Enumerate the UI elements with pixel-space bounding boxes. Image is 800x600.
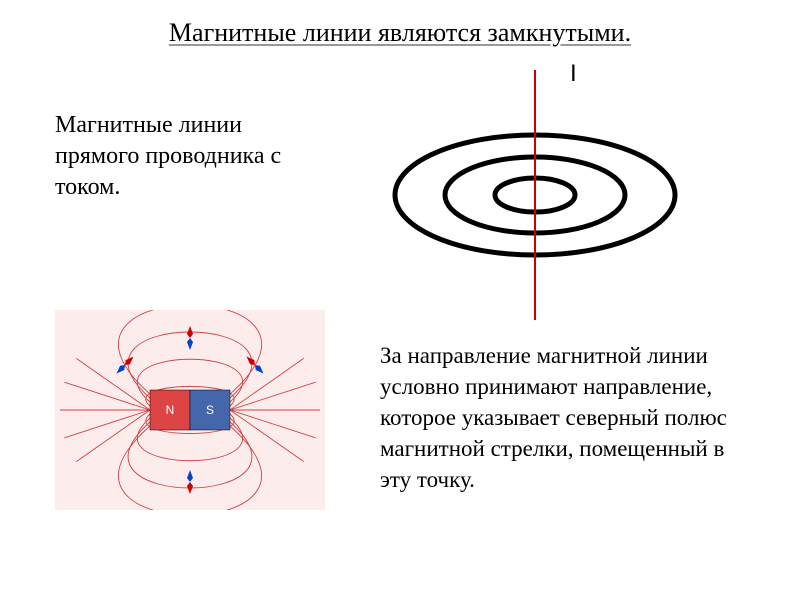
page-title: Магнитные линии являются замкнутыми. <box>0 18 800 48</box>
svg-text:N: N <box>166 403 175 417</box>
svg-text:S: S <box>206 403 214 417</box>
right-caption: За направление магнитной линии условно п… <box>380 340 750 495</box>
bar-magnet-diagram: NS <box>55 310 325 510</box>
left-caption: Магнитные линии прямого проводника с ток… <box>55 110 305 204</box>
wire-field-diagram <box>360 60 710 320</box>
